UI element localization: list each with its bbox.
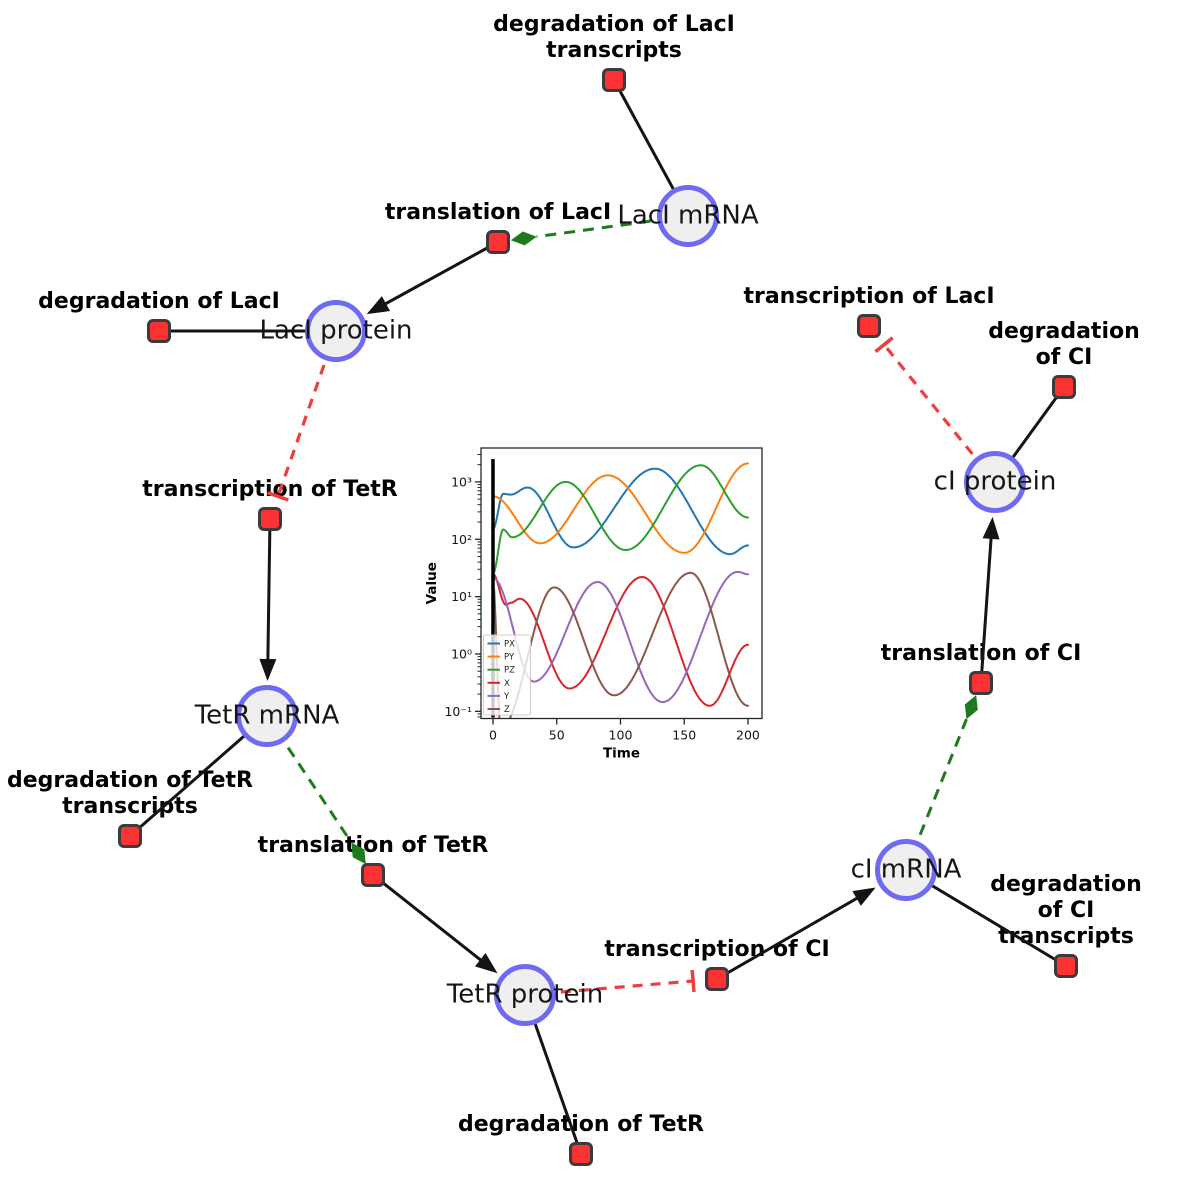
reaction-label-transl-ci: translation of CI xyxy=(880,641,1082,667)
species-label-tetr-mrna: TetR mRNA xyxy=(194,700,340,731)
species-node-laci-protein xyxy=(305,300,367,362)
reaction-node-transl-laci xyxy=(486,230,510,254)
species-label-ci-mrna: cI mRNA xyxy=(850,854,962,885)
species-node-ci-protein xyxy=(964,451,1026,513)
species-node-ci-mrna xyxy=(875,839,937,901)
reaction-node-deg-ci xyxy=(1052,375,1076,399)
species-node-laci-mrna xyxy=(657,185,719,247)
reaction-label-deg-ci: degradation of CI xyxy=(988,319,1140,371)
species-label-tetr-protein: TetR protein xyxy=(446,979,604,1010)
reaction-node-deg-laci-tx xyxy=(602,68,626,92)
reaction-node-transl-tetr xyxy=(361,863,385,887)
species-label-ci-protein: cI protein xyxy=(933,466,1057,497)
species-label-laci-protein: LacI protein xyxy=(259,315,413,346)
species-node-tetr-protein xyxy=(494,964,556,1026)
reaction-label-deg-laci-tx: degradation of LacI transcripts xyxy=(493,12,735,64)
reaction-node-txn-ci xyxy=(705,967,729,991)
reaction-node-deg-laci xyxy=(147,319,171,343)
reaction-node-txn-tetr xyxy=(258,507,282,531)
reaction-node-transl-ci xyxy=(969,671,993,695)
reaction-node-txn-laci xyxy=(857,314,881,338)
reaction-node-deg-tetr-tx xyxy=(118,824,142,848)
species-node-tetr-mrna xyxy=(236,685,298,747)
species-label-laci-mrna: LacI mRNA xyxy=(617,200,759,231)
reaction-node-deg-tetr xyxy=(569,1142,593,1166)
reaction-node-deg-ci-tx xyxy=(1054,954,1078,978)
reaction-label-txn-laci: transcription of LacI xyxy=(743,284,995,310)
reaction-label-transl-laci: translation of LacI xyxy=(384,200,612,226)
reaction-label-deg-laci: degradation of LacI xyxy=(38,289,280,315)
